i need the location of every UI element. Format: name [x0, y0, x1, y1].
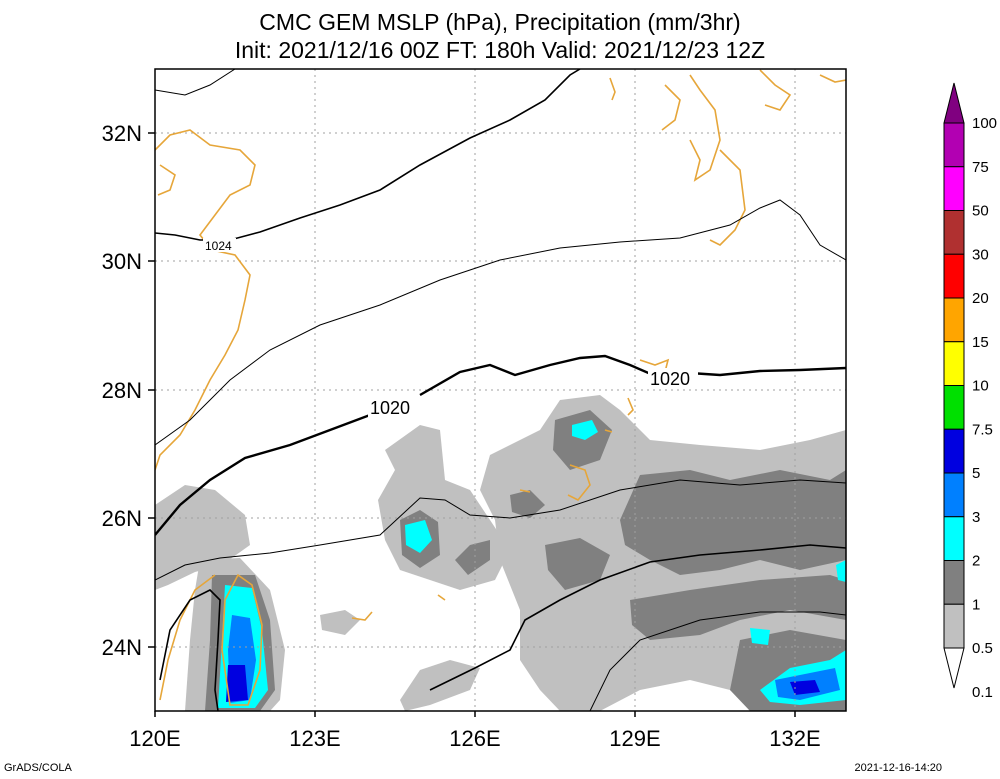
precip-mod-2	[455, 540, 490, 575]
coastline-nansei-4	[604, 429, 613, 433]
colorbar: 100 75 50 30 20 15 10 7.5 5 3 2 1 0.5 0.1	[943, 82, 997, 701]
isobar-1020-left	[155, 413, 371, 536]
colorbar-segment	[943, 253, 965, 299]
colorbar-label: 100	[972, 115, 997, 132]
colorbar-label: 7.5	[972, 421, 993, 438]
coastline-nansei-1	[567, 464, 591, 502]
colorbar-label: 15	[972, 334, 989, 351]
colorbar-label: 10	[972, 378, 989, 395]
coastline-kyushu	[689, 74, 721, 182]
colorbar-segment	[943, 385, 965, 430]
lon-label-129: 129E	[609, 726, 660, 751]
colorbar-segment	[943, 560, 965, 605]
precip-mod-3	[553, 410, 612, 470]
lat-label-32: 32N	[102, 121, 142, 146]
colorbar-segment	[943, 516, 965, 561]
axis-ticks	[148, 132, 796, 717]
footer-credit: GrADS/COLA	[4, 762, 72, 774]
precip-mod-4	[510, 490, 545, 518]
coastline-islet-1	[437, 594, 446, 601]
isobar-label-bg-3	[648, 368, 698, 388]
colorbar-segment	[943, 297, 965, 343]
colorbar-label: 20	[972, 290, 989, 307]
precip-heavy-2	[572, 420, 598, 440]
map-gridlines	[155, 69, 846, 711]
colorbar-segment	[943, 166, 965, 211]
colorbar-segment	[943, 122, 965, 168]
coastline-china-east	[155, 129, 256, 471]
colorbar-segment	[943, 210, 965, 255]
coastline-shanghai	[157, 164, 176, 196]
colorbar-label: 50	[972, 203, 989, 220]
lon-tick-labels: 120E 123E 126E 129E 132E	[129, 726, 820, 751]
colorbar-bottom-arrow	[943, 647, 965, 689]
isobar-label-bg-2	[368, 398, 418, 418]
isobar-labels: 1024 1020 1020	[203, 238, 698, 418]
coastline-nansei-3	[627, 397, 634, 416]
coastline-taiwan	[221, 573, 263, 706]
coastlines	[155, 69, 846, 706]
precip-area-small-1	[320, 610, 360, 635]
colorbar-segment	[943, 472, 965, 518]
colorbar-label: 0.5	[972, 640, 993, 657]
lat-label-24: 24N	[102, 635, 142, 660]
footer-timestamp: 2021-12-16-14:20	[854, 762, 942, 774]
colorbar-label: 5	[972, 465, 980, 482]
colorbar-segment	[943, 341, 965, 386]
precip-mod-6	[620, 470, 846, 575]
colorbar-label: 0.1	[972, 684, 993, 701]
coastline-okinawa-small	[351, 611, 373, 621]
map-plot-area	[155, 69, 846, 711]
colorbar-label: 75	[972, 159, 989, 176]
coastline-nansei-5	[519, 489, 531, 493]
precip-mod-5	[545, 538, 610, 590]
colorbar-label: 2	[972, 553, 980, 570]
isobar-1016	[429, 544, 846, 691]
isobar-1020-right	[419, 354, 846, 397]
colorbar-segment	[943, 428, 965, 474]
isobar-1014	[589, 611, 846, 711]
coastline-islet-3	[819, 74, 846, 83]
precip-heavy-1	[405, 520, 432, 553]
lat-label-30: 30N	[102, 249, 142, 274]
coastline-osumi	[661, 84, 681, 131]
isobar-1022	[155, 199, 846, 446]
lon-label-132: 132E	[769, 726, 820, 751]
isobar-label-1020-right: 1020	[650, 369, 690, 389]
colorbar-label: 3	[972, 509, 980, 526]
precip-heavy-6	[836, 560, 846, 582]
isobar-1016-west	[159, 589, 221, 711]
isobar-1024	[155, 69, 581, 241]
colorbar-top-arrow	[943, 82, 965, 124]
isobar-label-1024: 1024	[205, 239, 232, 253]
isobars	[155, 69, 846, 711]
lat-label-26: 26N	[102, 506, 142, 531]
colorbar-label: 30	[972, 246, 989, 263]
coastline-islet-2	[609, 77, 616, 101]
colorbar-segment	[943, 603, 965, 649]
precip-vheavy-2	[226, 665, 248, 702]
precip-very-heavy-areas	[226, 615, 840, 703]
coastline-china-south	[159, 574, 216, 701]
lon-label-120: 120E	[129, 726, 180, 751]
coastline-shikoku	[759, 69, 792, 111]
lat-label-28: 28N	[102, 378, 142, 403]
precip-area-west	[155, 485, 250, 590]
precip-vheavy-4	[790, 680, 820, 695]
colorbar-label: 1	[972, 596, 980, 613]
chart-title: CMC GEM MSLP (hPa), Precipitation (mm/3h…	[259, 9, 741, 35]
lon-label-126: 126E	[449, 726, 500, 751]
lon-label-123: 123E	[289, 726, 340, 751]
precip-mod-7	[630, 575, 846, 640]
precip-heavy-4	[750, 628, 770, 645]
isobar-label-bg-1	[203, 238, 236, 252]
isobar-1018	[155, 479, 846, 581]
isobar-label-1020-left: 1020	[370, 398, 410, 418]
isobar-1024-top	[155, 69, 236, 96]
chart-subtitle: Init: 2021/12/16 00Z FT: 180h Valid: 202…	[234, 37, 766, 63]
lat-tick-labels: 32N 30N 28N 26N 24N	[102, 121, 142, 660]
coastline-kyushu-south	[709, 149, 746, 246]
